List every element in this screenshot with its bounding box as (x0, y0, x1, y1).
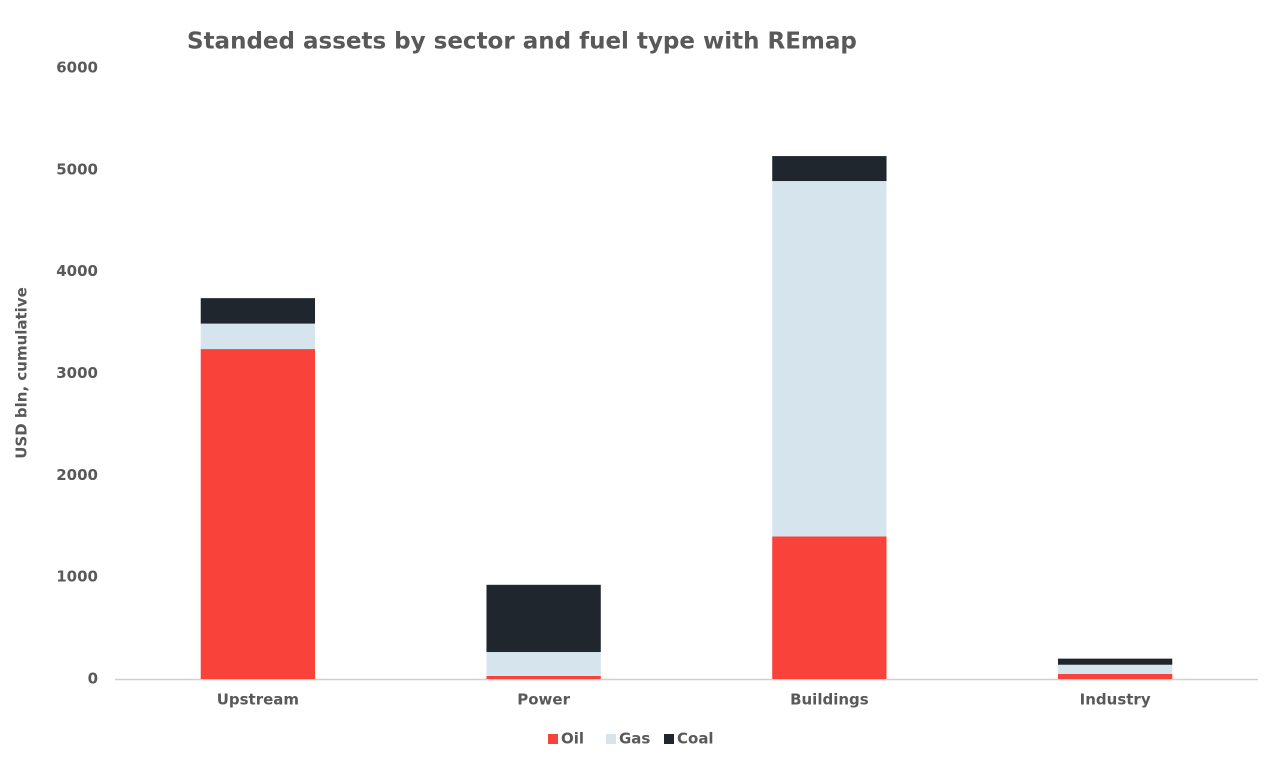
y-tick-label: 6000 (56, 59, 98, 77)
bar-segment (200, 323, 316, 350)
bar-segment (200, 349, 316, 679)
bar-segment (772, 181, 887, 537)
bar-segment (486, 675, 601, 679)
bar-segment (486, 584, 601, 653)
x-tick-label: Industry (1080, 691, 1151, 709)
y-tick-label: 5000 (56, 160, 98, 178)
y-tick-label: 0 (88, 670, 98, 688)
legend-label: Gas (619, 730, 650, 748)
y-tick-label: 2000 (56, 466, 98, 484)
bar-segment (772, 156, 887, 182)
bar-segment (1057, 658, 1173, 665)
y-tick-label: 1000 (56, 568, 98, 586)
bar-segment (200, 298, 316, 324)
bar-segment (1057, 664, 1173, 674)
legend-swatch (606, 734, 616, 744)
legend-label: Coal (677, 730, 714, 748)
y-tick-label: 4000 (56, 262, 98, 280)
y-axis-label: USD bln, cumulative (13, 287, 31, 459)
bar-segment (486, 652, 601, 676)
x-tick-label: Power (517, 691, 570, 709)
legend-swatch (548, 734, 558, 744)
x-tick-label: Buildings (790, 691, 869, 709)
bar-segment (1057, 673, 1173, 679)
x-tick-label: Upstream (217, 691, 299, 709)
legend-label: Oil (561, 730, 584, 748)
legend-swatch (664, 734, 674, 744)
chart-title: Standed assets by sector and fuel type w… (187, 29, 857, 55)
bar-segment (772, 536, 887, 679)
y-tick-label: 3000 (56, 364, 98, 382)
